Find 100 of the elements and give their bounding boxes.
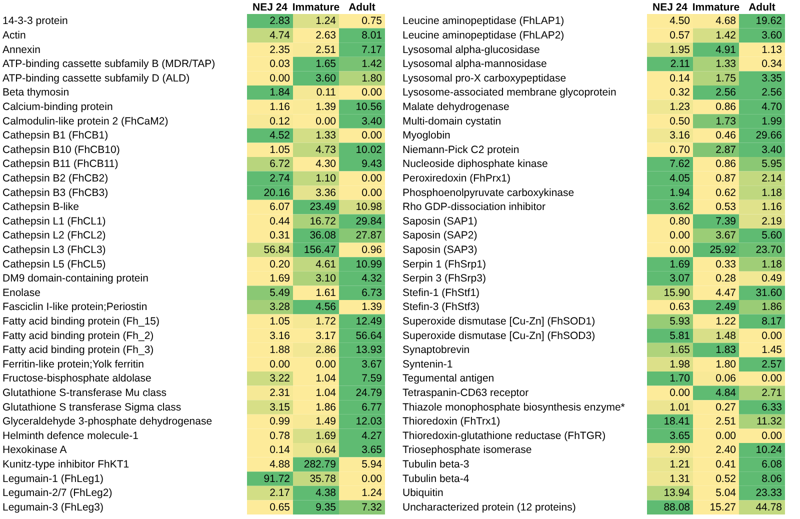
data-label: 20.16 [264, 186, 290, 199]
data-label: 2.19 [762, 215, 782, 228]
data-label: 4.74 [270, 29, 290, 42]
data-label: 0.80 [670, 215, 690, 228]
data-label: 1.65 [670, 344, 690, 356]
data-label: 1.22 [716, 315, 736, 328]
y-tick-label: Beta thymosin [2, 86, 70, 99]
data-label: 0.65 [270, 501, 290, 514]
data-label: 16.72 [310, 215, 336, 228]
data-label: 0.62 [716, 186, 736, 199]
data-label: 1.45 [762, 344, 782, 356]
data-label: 3.07 [670, 272, 690, 285]
data-label: 1.24 [316, 15, 336, 28]
data-label: 4.47 [716, 286, 736, 299]
y-tick-label: Fructose-bisphosphate aldolase [2, 372, 152, 385]
data-label: 1.83 [716, 344, 736, 356]
data-label: 9.43 [362, 158, 382, 170]
y-tick-label: Cathepsin L1 (FhCL1) [2, 215, 106, 228]
data-label: 6.77 [362, 401, 382, 414]
y-tick-label: Serpin 3 (FhSrp3) [402, 272, 486, 285]
y-tick-label: Legumain-2/7 (FhLeg2) [2, 487, 112, 500]
y-tick-label: Enolase [2, 286, 41, 299]
data-label: 1.23 [670, 100, 690, 113]
y-tick-label: Uncharacterized protein (12 proteins) [402, 501, 576, 514]
data-label: 1.86 [316, 401, 336, 414]
data-label: 1.80 [716, 358, 736, 370]
y-tick-label: Lysosome-associated membrane glycoprotein [402, 86, 616, 99]
data-label: 1.05 [270, 315, 290, 328]
data-label: 0.20 [270, 258, 290, 270]
data-label: 0.14 [270, 444, 290, 456]
data-label: 0.00 [362, 86, 382, 99]
data-label: 0.11 [316, 86, 336, 99]
data-label: 0.00 [762, 372, 782, 385]
data-label: 1.48 [716, 330, 736, 342]
data-label: 1.98 [670, 358, 690, 370]
y-tick-label: Malate dehydrogenase [402, 100, 510, 113]
data-label: 7.32 [362, 501, 382, 514]
data-label: 1.69 [670, 258, 690, 270]
data-label: 10.98 [356, 201, 382, 214]
y-tick-label: Legumain-3 (FhLeg3) [2, 501, 104, 514]
data-label: 6.73 [362, 286, 382, 299]
data-label: 2.90 [670, 444, 690, 456]
data-label: 0.14 [670, 72, 690, 84]
data-label: 13.93 [356, 344, 382, 356]
y-tick-label: Cathepsin B10 (FhCB10) [2, 144, 120, 156]
data-label: 23.70 [756, 244, 782, 256]
y-tick-label: Serpin 1 (FhSrp1) [402, 258, 486, 270]
data-label: 1.31 [670, 472, 690, 485]
data-label: 1.39 [316, 100, 336, 113]
y-tick-label: Superoxide dismutase [Cu-Zn] (FhSOD3) [402, 330, 596, 342]
data-label: 5.49 [270, 286, 290, 299]
data-label: 15.90 [664, 286, 690, 299]
data-label: 1.75 [716, 72, 736, 84]
data-label: 0.00 [762, 330, 782, 342]
data-label: 2.51 [316, 44, 336, 56]
data-label: 6.07 [270, 201, 290, 214]
data-label: 0.00 [670, 230, 690, 242]
data-label: 3.65 [670, 430, 690, 442]
data-label: 29.66 [756, 130, 782, 142]
y-tick-label: Calcium-binding protein [2, 100, 113, 113]
y-tick-label: Multi-domain cystatin [402, 115, 502, 128]
y-tick-label: Calmodulin-like protein 2 (FhCaM2) [2, 115, 168, 128]
y-tick-label: Saposin (SAP2) [402, 230, 478, 242]
y-tick-label: Leucine aminopeptidase (FhLAP1) [402, 15, 564, 28]
data-label: 1.33 [716, 58, 736, 70]
y-tick-label: Thioredoxin (FhTrx1) [402, 416, 500, 428]
data-label: 0.53 [716, 201, 736, 214]
y-tick-label: Rho GDP-dissociation inhibitor [402, 201, 546, 214]
data-label: 2.56 [762, 86, 782, 99]
data-label: 0.00 [316, 115, 336, 128]
data-label: 12.03 [356, 416, 382, 428]
data-label: 25.92 [710, 244, 736, 256]
data-label: 4.05 [670, 172, 690, 184]
data-label: 0.32 [670, 86, 690, 99]
data-label: 1.94 [670, 186, 690, 199]
x-tick-label: NEJ 24 [652, 2, 688, 14]
data-label: 9.35 [316, 501, 336, 514]
y-tick-label: Lysosomal alpha-glucosidase [402, 44, 540, 56]
data-label: 1.01 [670, 401, 690, 414]
data-label: 1.04 [316, 386, 336, 399]
y-tick-label: Fatty acid binding protein (Fh_3) [2, 344, 154, 356]
y-tick-label: Saposin (SAP3) [402, 244, 478, 256]
data-label: 1.80 [362, 72, 382, 84]
data-label: 1.84 [270, 86, 290, 99]
data-label: 5.94 [362, 458, 382, 470]
data-label: 0.00 [362, 130, 382, 142]
data-label: 5.60 [762, 230, 782, 242]
data-label: 44.78 [756, 501, 782, 514]
y-tick-label: Myoglobin [402, 130, 451, 142]
data-label: 27.87 [356, 230, 382, 242]
data-label: 0.00 [670, 386, 690, 399]
data-label: 13.94 [664, 487, 690, 500]
data-label: 3.28 [270, 301, 290, 314]
data-label: 0.57 [670, 29, 690, 42]
x-tick-label: Immature [292, 2, 340, 14]
data-label: 23.33 [756, 487, 782, 500]
data-label: 1.05 [270, 144, 290, 156]
data-label: 282.79 [304, 458, 336, 470]
data-label: 3.62 [670, 201, 690, 214]
data-label: 2.51 [716, 416, 736, 428]
